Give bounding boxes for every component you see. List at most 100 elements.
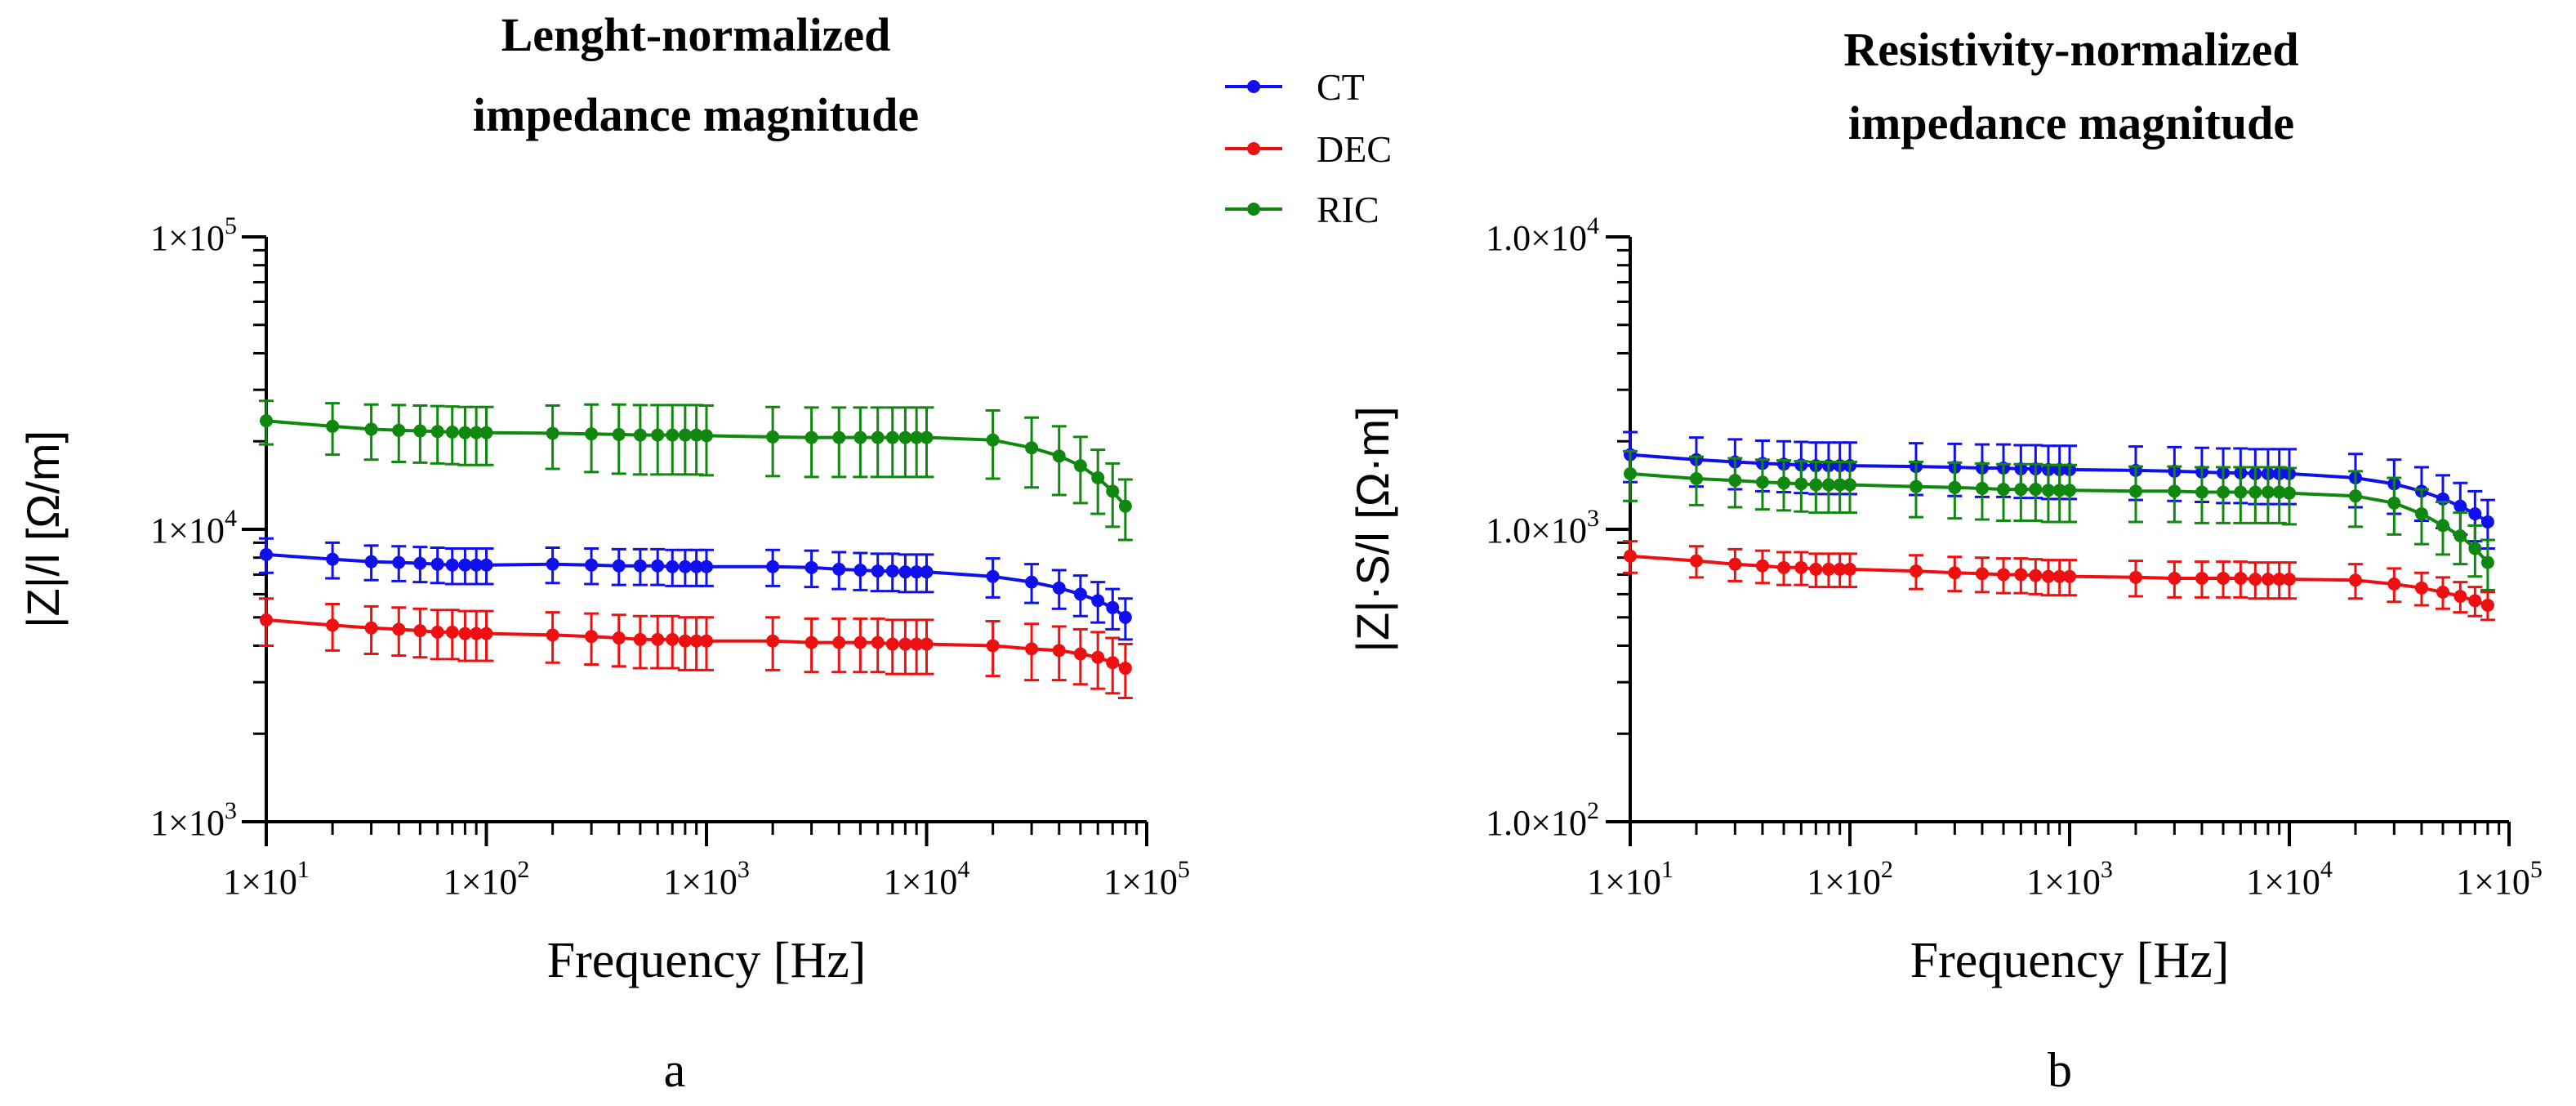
data-point-ct xyxy=(700,560,713,573)
data-point-ric xyxy=(1118,499,1132,513)
data-point-ric xyxy=(2014,483,2028,497)
data-point-ric xyxy=(1689,471,1703,485)
data-point-ric xyxy=(364,422,378,436)
data-point-ric xyxy=(1073,459,1087,473)
data-point-ric xyxy=(898,430,912,444)
chart-a-x-tick-label: 1×101 xyxy=(223,856,310,902)
data-point-dec xyxy=(666,632,680,646)
series-dec xyxy=(259,597,1133,699)
data-point-dec xyxy=(2128,570,2142,584)
data-point-ric xyxy=(2217,485,2231,499)
data-point-dec xyxy=(364,621,378,635)
data-point-ric xyxy=(920,430,934,444)
legend-item-ct: CT xyxy=(1225,66,1365,108)
data-point-ric xyxy=(2414,506,2428,520)
series-ric xyxy=(259,399,1133,542)
data-point-dec xyxy=(1106,656,1120,670)
data-point-ct xyxy=(546,557,559,571)
data-point-dec xyxy=(1052,644,1066,658)
data-point-dec xyxy=(2283,573,2296,586)
data-point-dec xyxy=(871,636,885,649)
data-point-ric xyxy=(2052,484,2066,497)
chart-b-title-line-2: impedance magnitude xyxy=(1848,96,2294,149)
data-point-dec xyxy=(1777,560,1791,574)
data-point-ct xyxy=(260,547,273,561)
data-point-dec xyxy=(1821,562,1835,576)
data-point-dec xyxy=(832,636,846,649)
data-point-dec xyxy=(2480,598,2494,612)
chart-b-x-tick-label: 1×101 xyxy=(1587,856,1674,902)
data-point-ric xyxy=(1948,480,1962,494)
legend-marker-ct xyxy=(1247,80,1260,93)
data-point-ric xyxy=(470,426,484,439)
chart-b-title-line-1: Resistivity-normalized xyxy=(1843,23,2298,76)
data-point-dec xyxy=(260,613,273,627)
chart-panel-a: Lenght-normalized impedance magnitude 1×… xyxy=(17,8,1190,1097)
data-point-dec xyxy=(1909,564,1923,578)
data-point-dec xyxy=(2168,571,2182,585)
series-ric xyxy=(1623,449,2495,591)
data-point-dec xyxy=(1948,566,1962,580)
data-point-dec xyxy=(2041,569,2055,583)
data-point-ric xyxy=(1794,477,1808,491)
data-point-dec xyxy=(430,625,444,639)
data-point-ric xyxy=(2283,486,2296,500)
series-ct xyxy=(259,537,1133,641)
chart-a-x-tick-label: 1×104 xyxy=(884,856,970,902)
data-point-dec xyxy=(2468,594,2482,608)
data-point-ric xyxy=(2063,484,2076,497)
data-point-dec xyxy=(2234,571,2248,585)
data-point-ric xyxy=(326,419,340,433)
data-point-dec xyxy=(1755,559,1769,573)
data-point-dec xyxy=(2063,569,2076,583)
data-point-ct xyxy=(470,558,484,572)
data-point-ct xyxy=(364,555,378,569)
data-point-ric xyxy=(2234,485,2248,499)
data-point-ric xyxy=(853,430,867,444)
data-point-ric xyxy=(260,414,273,428)
data-point-ric xyxy=(392,423,406,437)
chart-b-x-tick-label: 1×102 xyxy=(1807,856,1893,902)
data-point-dec xyxy=(986,639,1000,653)
data-point-dec xyxy=(2052,569,2066,583)
data-point-ric xyxy=(651,428,665,442)
data-point-ric xyxy=(2029,483,2043,497)
data-point-dec xyxy=(2029,569,2043,582)
data-point-ct xyxy=(871,564,885,578)
data-point-ct xyxy=(678,560,692,573)
data-point-ric xyxy=(766,430,780,444)
data-point-ric xyxy=(585,427,599,441)
data-point-ric xyxy=(2436,519,2450,533)
chart-a-y-tick-label: 1×104 xyxy=(150,505,237,551)
data-point-dec xyxy=(885,637,899,651)
data-point-dec xyxy=(920,637,934,651)
chart-b-y-minor-ticks xyxy=(1617,248,1630,735)
data-point-ct xyxy=(651,559,665,573)
data-point-ct xyxy=(458,558,472,572)
data-point-dec xyxy=(1025,642,1039,656)
data-point-ric xyxy=(804,430,818,444)
data-point-ric xyxy=(1777,476,1791,490)
data-point-dec xyxy=(2414,581,2428,595)
data-point-dec xyxy=(413,624,427,638)
data-point-ric xyxy=(1755,475,1769,489)
legend-item-dec: DEC xyxy=(1225,128,1392,170)
chart-a-y-axis-label: |Z|/l [Ω/m] xyxy=(17,430,69,628)
data-point-ric xyxy=(1809,478,1823,492)
data-point-dec xyxy=(1624,549,1637,563)
data-point-ric xyxy=(1975,481,1989,495)
data-point-ct xyxy=(1052,581,1066,595)
data-point-ct xyxy=(1025,575,1039,589)
chart-b-panel-label: b xyxy=(2048,1043,2072,1097)
data-point-dec xyxy=(2014,568,2028,582)
data-point-dec xyxy=(479,627,493,640)
chart-a-x-axis-label: Frequency [Hz] xyxy=(547,933,867,988)
data-point-dec xyxy=(804,636,818,649)
data-point-ct xyxy=(1073,587,1087,601)
data-point-ric xyxy=(2168,484,2182,498)
data-point-ct xyxy=(832,562,846,576)
data-point-ct xyxy=(689,560,703,573)
chart-b-y-tick-label: 1.0×103 xyxy=(1486,505,1599,551)
data-point-dec xyxy=(766,634,780,648)
data-point-ric xyxy=(1821,478,1835,492)
